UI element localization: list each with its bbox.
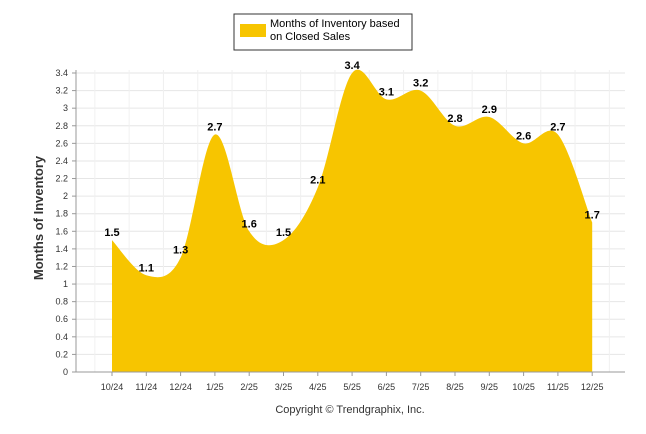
x-tick-label: 5/25 xyxy=(343,382,361,392)
copyright-footer: Copyright © Trendgraphix, Inc. xyxy=(275,404,424,416)
y-tick-label: 3 xyxy=(63,103,68,113)
y-tick-label: 1 xyxy=(63,279,68,289)
data-label: 2.7 xyxy=(550,122,565,134)
y-axis-title: Months of Inventory xyxy=(31,155,46,280)
y-tick-label: 0 xyxy=(63,367,68,377)
data-label: 2.7 xyxy=(207,122,222,134)
x-tick-label: 6/25 xyxy=(378,382,396,392)
x-tick-label: 11/25 xyxy=(547,382,569,392)
legend-label-line2: on Closed Sales xyxy=(270,31,351,43)
y-tick-label: 1.8 xyxy=(55,209,68,219)
x-tick-label: 1/25 xyxy=(206,382,224,392)
x-tick-label: 9/25 xyxy=(481,382,499,392)
y-tick-label: 2.2 xyxy=(55,174,68,184)
series-area-group xyxy=(112,69,593,373)
x-tick-label: 2/25 xyxy=(240,382,258,392)
y-tick-label: 2.6 xyxy=(55,138,68,148)
data-label: 1.3 xyxy=(173,245,188,257)
data-label: 2.8 xyxy=(447,113,462,125)
y-tick-label: 2.8 xyxy=(55,121,68,131)
legend: Months of Inventory based on Closed Sale… xyxy=(233,13,413,51)
data-label: 1.6 xyxy=(242,218,257,230)
legend-label-line1: Months of Inventory based xyxy=(270,18,400,30)
x-tick-label: 10/24 xyxy=(101,382,124,392)
data-label: 3.1 xyxy=(379,86,394,98)
x-tick-label: 11/24 xyxy=(135,382,157,392)
x-tick-label: 7/25 xyxy=(412,382,430,392)
x-tick-label: 12/25 xyxy=(581,382,604,392)
x-tick-labels: 10/24 11/24 12/24 1/25 2/25 3/25 4/25 5/25 6/25 7… xyxy=(101,372,604,392)
data-label: 3.2 xyxy=(413,78,428,90)
data-label: 1.7 xyxy=(585,210,600,222)
y-tick-label: 1.6 xyxy=(55,226,68,236)
data-label: 1.5 xyxy=(104,227,119,239)
legend-swatch xyxy=(240,24,266,37)
y-tick-label: 2 xyxy=(63,191,68,201)
y-tick-label: 0.4 xyxy=(55,332,68,342)
data-label: 1.5 xyxy=(276,227,291,239)
y-tick-label: 0.2 xyxy=(55,349,68,359)
y-tick-label: 0.8 xyxy=(55,297,68,307)
x-tick-label: 3/25 xyxy=(275,382,293,392)
data-label: 2.9 xyxy=(482,104,497,116)
y-tick-label: 3.2 xyxy=(55,86,68,96)
y-tick-label: 1.4 xyxy=(55,244,68,254)
data-label: 2.6 xyxy=(516,130,531,142)
data-labels: 1.5 1.1 1.3 2.7 1.6 1.5 2.1 3.4 3.1 3.2 2.8 2.9 2.6 2… xyxy=(104,60,599,274)
y-tick-label: 3.4 xyxy=(55,68,68,78)
x-tick-label: 10/25 xyxy=(512,382,535,392)
y-tick-label: 0.6 xyxy=(55,314,68,324)
x-tick-label: 8/25 xyxy=(446,382,464,392)
y-tick-label: 1.2 xyxy=(55,261,68,271)
y-tick-labels: 0 0.2 0.4 0.6 0.8 1 1.2 1.4 1.6 1.8 2 2.2 2.4 2.6 2.8 3… xyxy=(55,68,76,377)
y-tick-label: 2.4 xyxy=(55,156,68,166)
series-area xyxy=(112,69,593,373)
axes xyxy=(75,70,625,373)
data-label: 1.1 xyxy=(139,262,154,274)
x-tick-label: 12/24 xyxy=(169,382,192,392)
x-tick-label: 4/25 xyxy=(309,382,327,392)
data-label: 3.4 xyxy=(344,60,360,72)
data-label: 2.1 xyxy=(310,174,325,186)
